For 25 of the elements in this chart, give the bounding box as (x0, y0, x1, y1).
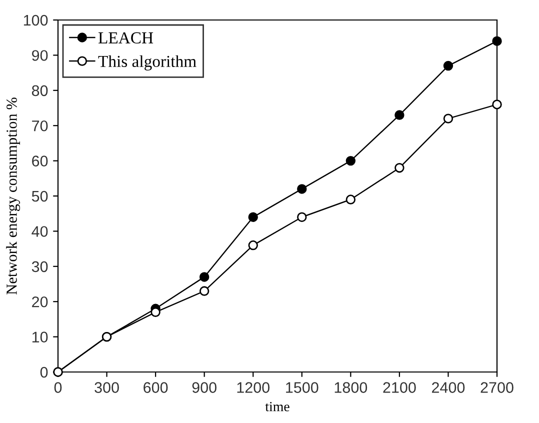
y-tick-label: 80 (32, 85, 48, 96)
y-tick-label: 40 (32, 226, 48, 237)
x-tick-label: 1200 (237, 382, 270, 393)
x-tick-label: 600 (144, 382, 168, 393)
x-tick-label: 1500 (286, 382, 318, 393)
legend-label: LEACH (98, 32, 154, 44)
y-tick-label: 70 (32, 120, 48, 132)
legend-label: This algorithm (98, 55, 196, 70)
y-tick-label: 10 (32, 332, 48, 342)
y-tick-label: 50 (32, 190, 48, 202)
x-axis-title: time (265, 402, 290, 412)
y-axis-title: Network energy consumption % (6, 98, 20, 294)
x-tick-label: 0 (54, 382, 62, 393)
x-tick-label: 1800 (334, 382, 368, 393)
x-tick-label: 300 (94, 382, 119, 393)
x-tick-label: 2700 (480, 382, 514, 393)
y-tick-label: 20 (32, 296, 48, 308)
y-tick-label: 60 (32, 156, 48, 166)
x-tick-label: 2400 (432, 382, 465, 393)
y-tick-label: 90 (32, 50, 48, 61)
y-tick-label: 30 (32, 261, 48, 272)
x-tick-label: 2100 (383, 382, 416, 393)
y-tick-label: 100 (24, 14, 48, 26)
x-tick-label: 900 (192, 382, 216, 393)
y-tick-label: 0 (40, 366, 48, 378)
